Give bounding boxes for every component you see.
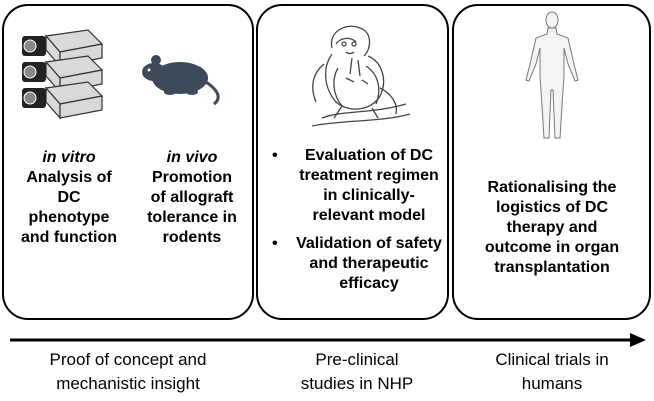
bullet-line: efficacy <box>339 275 399 292</box>
stage-line: humans <box>521 374 583 393</box>
in-vitro-line: and function <box>21 229 117 246</box>
in-vivo-heading: in vivo <box>166 149 218 166</box>
clinical-line: therapy and <box>506 219 598 236</box>
in-vivo-line: tolerance in <box>147 209 237 226</box>
human-figure-icon <box>525 11 579 139</box>
bullet-item: Evaluation of DC treatment regimen in cl… <box>270 146 446 226</box>
in-vitro-line: DC <box>57 189 81 206</box>
stage-line: Pre-clinical <box>315 350 399 369</box>
stage-line: Proof of concept and <box>49 350 207 369</box>
monkey-icon <box>311 25 411 127</box>
bullet-line: and therapeutic <box>309 255 429 272</box>
in-vitro-line: phenotype <box>28 209 110 226</box>
stage-label-proof-of-concept: Proof of concept and mechanistic insight <box>0 348 256 396</box>
bullet-line: Validation of safety <box>296 235 442 252</box>
stage-line: Clinical trials in <box>495 350 609 369</box>
clinical-line: transplantation <box>494 259 610 276</box>
timeline-arrow <box>10 333 646 347</box>
rodent-icon <box>142 55 220 106</box>
bullet-item: Validation of safety and therapeutic eff… <box>270 234 446 294</box>
stage-label-pre-clinical: Pre-clinical studies in NHP <box>262 348 452 396</box>
panel-clinical-trials: Rationalising the logistics of DC therap… <box>452 4 651 320</box>
pre-clinical-bullets: Evaluation of DC treatment regimen in cl… <box>270 146 446 302</box>
stage-label-clinical-trials: Clinical trials in humans <box>454 348 650 396</box>
in-vivo-line: rodents <box>162 229 222 246</box>
in-vivo-line: Promotion <box>152 169 232 186</box>
in-vivo-line: of allograft <box>150 189 234 206</box>
bullet-line: relevant model <box>312 207 426 224</box>
stage-line: mechanistic insight <box>56 374 200 393</box>
panel-proof-of-concept: in vitro Analysis of DC phenotype and fu… <box>2 4 254 320</box>
in-vitro-heading: in vitro <box>42 149 96 166</box>
column-in-vitro: in vitro Analysis of DC phenotype and fu… <box>10 148 128 248</box>
bullet-line: in clinically- <box>323 187 415 204</box>
bullet-line: Evaluation of DC <box>304 147 433 164</box>
in-vitro-line: Analysis of <box>26 169 112 186</box>
clinical-line: Rationalising the <box>487 179 617 196</box>
clinical-line: outcome in organ <box>484 239 620 256</box>
column-in-vivo: in vivo Promotion of allograft tolerance… <box>136 148 248 248</box>
stage-line: studies in NHP <box>300 374 414 393</box>
panel-pre-clinical: Evaluation of DC treatment regimen in cl… <box>256 4 449 320</box>
culture-flasks-icon <box>22 29 104 120</box>
clinical-text: Rationalising the logistics of DC therap… <box>462 178 642 278</box>
clinical-line: logistics of DC <box>495 199 608 216</box>
bullet-line: treatment regimen <box>299 167 439 184</box>
